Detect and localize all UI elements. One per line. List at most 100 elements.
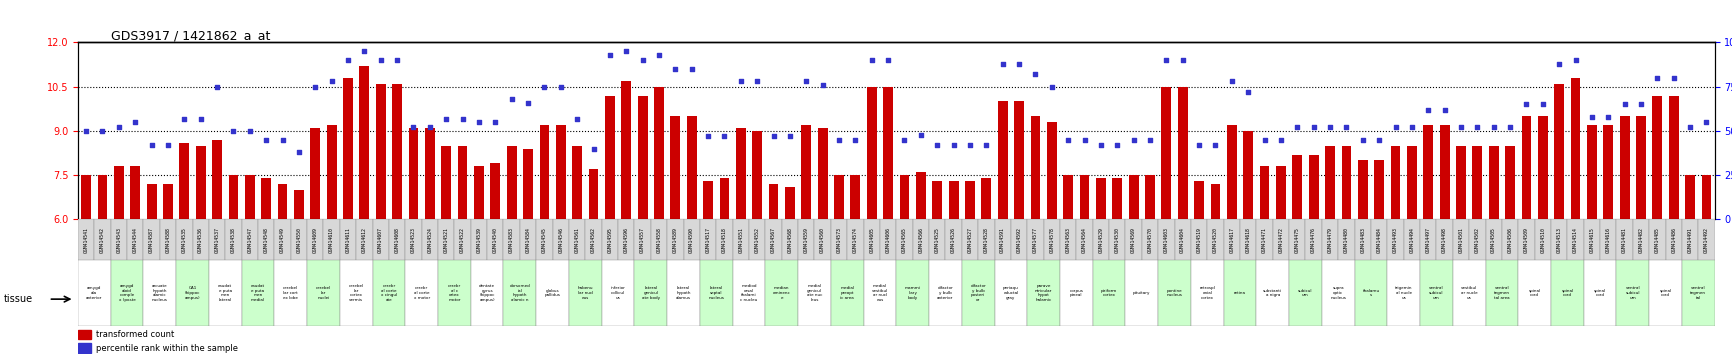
Bar xyxy=(1063,175,1074,219)
Point xyxy=(890,137,918,143)
Point xyxy=(1349,137,1377,143)
Bar xyxy=(1273,219,1289,260)
Text: medial
preopt
ic area: medial preopt ic area xyxy=(840,286,854,299)
Text: GSM414498: GSM414498 xyxy=(1443,227,1448,253)
Point xyxy=(809,82,837,88)
Point xyxy=(677,66,705,72)
Bar xyxy=(1259,166,1270,219)
Text: olfactor
y bulb
anterior: olfactor y bulb anterior xyxy=(937,286,954,299)
Bar xyxy=(294,190,303,219)
Bar xyxy=(1015,102,1024,219)
Bar xyxy=(1178,87,1188,219)
Point xyxy=(760,133,788,139)
Bar xyxy=(1391,146,1401,219)
Point xyxy=(857,57,885,63)
Text: GSM414492: GSM414492 xyxy=(1704,227,1709,253)
Bar xyxy=(324,219,339,260)
Point xyxy=(1415,107,1443,113)
Point xyxy=(1479,125,1507,130)
Bar xyxy=(949,181,958,219)
Text: GSM414617: GSM414617 xyxy=(1230,227,1235,253)
Bar xyxy=(111,219,126,260)
Bar xyxy=(1587,125,1597,219)
Bar xyxy=(130,166,140,219)
Bar xyxy=(1354,260,1387,326)
Text: caudat
e puta
men
medial: caudat e puta men medial xyxy=(251,284,265,302)
Point xyxy=(1659,75,1687,81)
Bar xyxy=(1453,260,1486,326)
Point xyxy=(1677,125,1704,130)
Bar xyxy=(372,260,405,326)
Bar xyxy=(1159,219,1174,260)
Text: GSM414587: GSM414587 xyxy=(149,227,154,253)
Text: substanti
a nigra: substanti a nigra xyxy=(1263,289,1282,297)
Bar xyxy=(390,219,405,260)
Point xyxy=(1235,89,1263,95)
Bar xyxy=(504,260,537,326)
Text: ventral
subicul
um: ventral subicul um xyxy=(1626,286,1640,299)
Point xyxy=(1316,125,1344,130)
Point xyxy=(433,116,461,121)
Point xyxy=(466,119,494,125)
Bar xyxy=(1192,260,1223,326)
Bar xyxy=(1223,260,1256,326)
Text: GSM414549: GSM414549 xyxy=(281,227,286,253)
Bar xyxy=(700,260,733,326)
Point xyxy=(1365,137,1393,143)
Bar xyxy=(1193,181,1204,219)
Text: GSM414596: GSM414596 xyxy=(624,227,629,253)
Point xyxy=(121,119,149,125)
Bar xyxy=(1325,146,1335,219)
Bar xyxy=(1162,87,1171,219)
Bar xyxy=(688,116,696,219)
Text: ventral
subicul
um: ventral subicul um xyxy=(1429,286,1444,299)
Text: GSM414524: GSM414524 xyxy=(428,227,433,253)
Point xyxy=(1529,102,1557,107)
Text: GSM414560: GSM414560 xyxy=(821,227,824,253)
Text: GSM414570: GSM414570 xyxy=(1148,227,1152,253)
Point xyxy=(1088,142,1115,148)
Point xyxy=(1595,114,1623,120)
Bar xyxy=(1076,219,1093,260)
Bar xyxy=(717,219,733,260)
Bar xyxy=(421,219,438,260)
Bar xyxy=(144,219,159,260)
Bar xyxy=(1289,219,1306,260)
Bar xyxy=(1406,146,1417,219)
Bar xyxy=(1159,260,1192,326)
Bar xyxy=(241,260,274,326)
Text: GSM414546: GSM414546 xyxy=(558,227,563,253)
Bar xyxy=(916,172,927,219)
Text: GSM414562: GSM414562 xyxy=(591,227,596,253)
Bar xyxy=(601,219,618,260)
Text: GSM414548: GSM414548 xyxy=(263,227,268,253)
Bar xyxy=(196,146,206,219)
Bar xyxy=(1141,219,1159,260)
Text: GDS3917 / 1421862_a_at: GDS3917 / 1421862_a_at xyxy=(111,29,270,42)
Point xyxy=(1268,137,1296,143)
Point xyxy=(286,149,313,155)
Point xyxy=(908,132,935,137)
Bar xyxy=(899,175,909,219)
Text: vestibul
ar nucle
us: vestibul ar nucle us xyxy=(1460,286,1477,299)
Text: GSM414564: GSM414564 xyxy=(1082,227,1088,253)
Bar xyxy=(798,260,831,326)
Point xyxy=(1626,102,1654,107)
Bar xyxy=(1600,219,1616,260)
Bar xyxy=(1583,260,1616,326)
Bar xyxy=(883,87,894,219)
Bar xyxy=(291,219,307,260)
Text: GSM414589: GSM414589 xyxy=(672,227,677,253)
Bar xyxy=(1652,96,1663,219)
Text: GSM414530: GSM414530 xyxy=(1115,227,1121,253)
Bar xyxy=(1226,125,1237,219)
Text: GSM414538: GSM414538 xyxy=(230,227,236,253)
Text: cerebr
al c
ortex
motor: cerebr al c ortex motor xyxy=(449,284,461,302)
Bar xyxy=(864,219,880,260)
Text: transformed count: transformed count xyxy=(97,330,175,339)
Bar xyxy=(766,219,781,260)
Bar xyxy=(585,219,601,260)
Bar xyxy=(438,219,454,260)
Bar xyxy=(1096,178,1105,219)
Text: GSM414591: GSM414591 xyxy=(999,227,1005,253)
